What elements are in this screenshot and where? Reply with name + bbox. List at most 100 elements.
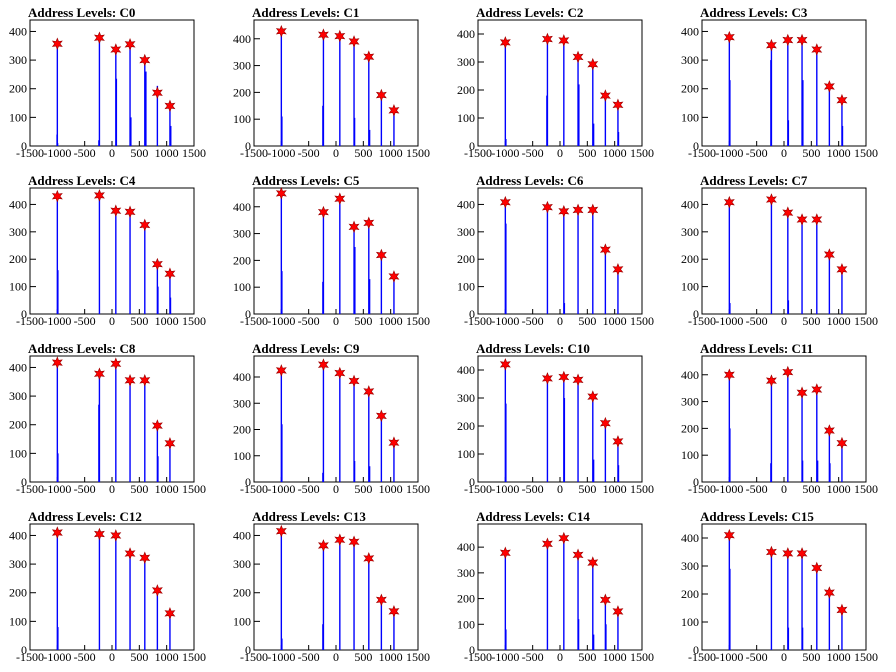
y-tick-label: 400 xyxy=(9,197,27,211)
peak-star-marker xyxy=(164,437,176,450)
x-tick-label: -500 xyxy=(522,146,544,160)
panel-15: Address Levels: C15 0 100 200 300 400 -1500 -10… xyxy=(681,509,878,664)
y-tick-label: 300 xyxy=(681,559,699,573)
panel-title: Address Levels: C12 xyxy=(28,509,142,524)
panel-title: Address Levels: C5 xyxy=(252,173,360,188)
peak-star-marker xyxy=(558,531,570,545)
peak-star-marker xyxy=(499,546,511,560)
x-tick-label: 1500 xyxy=(182,146,206,160)
x-tick-label: -500 xyxy=(74,650,96,664)
x-tick-label: -1500 xyxy=(16,482,44,496)
y-tick-label: 400 xyxy=(233,528,251,542)
x-tick-label: 1000 xyxy=(603,482,627,496)
peak-star-marker xyxy=(558,204,570,218)
peak-star-marker xyxy=(599,89,611,102)
peak-star-marker xyxy=(151,86,163,100)
x-tick-label: 500 xyxy=(802,482,820,496)
peak-star-marker xyxy=(796,547,808,560)
peak-star-marker xyxy=(612,605,624,618)
x-tick-label: -1500 xyxy=(688,482,716,496)
peak-star-marker xyxy=(388,104,400,117)
y-tick-label: 400 xyxy=(681,531,699,545)
y-tick-label: 200 xyxy=(681,82,699,96)
panel-13: Address Levels: C13 0 100 200 300 400 -1500 -10… xyxy=(233,509,430,664)
x-tick-label: 1500 xyxy=(406,146,430,160)
peak-star-marker xyxy=(836,93,848,107)
peak-star-marker xyxy=(164,99,176,113)
x-tick-label: -1000 xyxy=(715,650,743,664)
y-tick-label: 200 xyxy=(233,586,251,600)
peak-star-marker xyxy=(612,98,624,112)
peak-star-marker xyxy=(723,528,735,542)
peak-star-marker xyxy=(765,193,777,206)
panel-title: Address Levels: C2 xyxy=(476,5,583,20)
peak-star-marker xyxy=(151,419,163,432)
x-tick-label: 1500 xyxy=(630,650,654,664)
y-tick-label: 400 xyxy=(457,363,475,377)
peak-star-marker xyxy=(110,529,122,542)
peak-star-marker xyxy=(334,366,346,380)
peak-star-marker xyxy=(782,206,794,219)
x-tick-label: 500 xyxy=(354,482,372,496)
x-tick-label: 1000 xyxy=(827,146,851,160)
x-tick-label: 0 xyxy=(109,650,115,664)
y-tick-label: 0 xyxy=(21,307,27,321)
y-tick-label: 100 xyxy=(457,111,475,125)
x-tick-label: -1500 xyxy=(464,146,492,160)
peak-star-marker xyxy=(93,527,105,541)
peak-star-marker xyxy=(151,257,163,271)
peak-star-marker xyxy=(164,267,176,281)
y-tick-label: 300 xyxy=(9,389,27,403)
x-tick-label: -1000 xyxy=(491,314,519,328)
x-tick-label: -500 xyxy=(298,482,320,496)
panel-title: Address Levels: C14 xyxy=(476,509,590,524)
x-tick-label: 0 xyxy=(109,314,115,328)
peak-star-marker xyxy=(599,416,611,430)
x-tick-label: 500 xyxy=(802,314,820,328)
peak-star-marker xyxy=(164,607,176,620)
panel-6: Address Levels: C6 0 100 200 300 400 -1500 -100… xyxy=(457,173,654,328)
x-tick-label: 1500 xyxy=(182,650,206,664)
x-tick-label: 1000 xyxy=(827,650,851,664)
peak-star-marker xyxy=(93,189,105,202)
peak-star-marker xyxy=(275,187,287,200)
panel-title: Address Levels: C3 xyxy=(700,5,808,20)
x-tick-label: 1000 xyxy=(155,650,179,664)
x-tick-label: -1000 xyxy=(43,314,71,328)
panel-5: Address Levels: C5 0 100 200 300 400 -1500 -100… xyxy=(233,173,430,328)
x-tick-label: 1500 xyxy=(854,314,878,328)
peak-star-marker xyxy=(139,218,151,232)
peak-star-marker xyxy=(375,248,387,262)
peak-star-marker xyxy=(151,584,163,597)
y-tick-label: 300 xyxy=(9,557,27,571)
x-tick-label: 1500 xyxy=(630,482,654,496)
peak-star-marker xyxy=(823,424,835,437)
peak-star-marker xyxy=(51,526,63,539)
y-tick-label: 100 xyxy=(233,112,251,126)
peak-star-marker xyxy=(110,204,122,218)
y-tick-label: 300 xyxy=(681,53,699,67)
peak-star-marker xyxy=(572,50,584,64)
y-tick-label: 300 xyxy=(457,55,475,69)
y-tick-label: 400 xyxy=(457,540,475,554)
peak-star-marker xyxy=(796,213,808,226)
x-tick-label: 1500 xyxy=(406,650,430,664)
peak-star-marker xyxy=(317,539,329,552)
y-tick-label: 400 xyxy=(9,360,27,374)
peak-star-marker xyxy=(782,547,794,560)
y-tick-label: 0 xyxy=(245,475,251,489)
peak-star-marker xyxy=(124,38,136,51)
panel-title: Address Levels: C10 xyxy=(476,341,590,356)
peak-star-marker xyxy=(334,192,346,206)
peak-star-marker xyxy=(811,213,823,226)
x-tick-label: -500 xyxy=(298,314,320,328)
x-tick-label: -1000 xyxy=(43,482,71,496)
x-tick-label: -1500 xyxy=(688,314,716,328)
peak-star-marker xyxy=(93,31,105,45)
panel-3: Address Levels: C3 0 100 200 300 400 -1500 -100… xyxy=(681,5,878,160)
peak-star-marker xyxy=(499,195,511,209)
panel-12: Address Levels: C12 0 100 200 300 400 -1500 -10… xyxy=(9,509,206,664)
peak-star-marker xyxy=(348,535,360,549)
peak-star-marker xyxy=(587,390,599,403)
y-tick-label: 200 xyxy=(9,586,27,600)
